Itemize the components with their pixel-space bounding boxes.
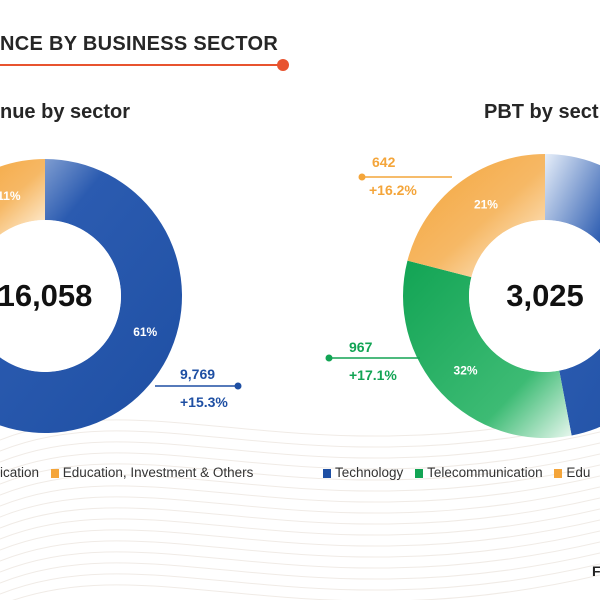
legend-item-telecommunication: ication <box>0 465 39 480</box>
pbt-education-callout-change: +16.2% <box>369 182 417 198</box>
pbt-telecom-callout-change: +17.1% <box>349 367 397 383</box>
legend-item-education: Edu <box>554 465 590 480</box>
legend-item-education: Education, Investment & Others <box>50 465 254 480</box>
pbt-total: 3,025 <box>506 278 584 313</box>
legend-swatch-telecommunication <box>415 469 424 478</box>
callout-dot <box>358 173 366 181</box>
slice-label: 11% <box>0 189 21 203</box>
pbt-telecom-callout-value: 967 <box>349 339 373 355</box>
slice-telecommunication <box>402 260 572 439</box>
slice-technology <box>0 159 182 433</box>
slice-education <box>407 154 545 278</box>
pbt-chart-title: PBT by sect <box>484 101 599 123</box>
slice-label: 61% <box>133 325 157 339</box>
slice-label: 32% <box>454 364 478 378</box>
pbt-legend: Technology Telecommunication Edu <box>323 465 598 480</box>
legend-label: Education, Investment & Others <box>62 465 254 480</box>
corner-letter: F <box>592 563 600 579</box>
revenue-technology-callout-change: +15.3% <box>180 394 228 410</box>
revenue-chart-title: nue by sector <box>0 101 131 123</box>
legend-label: ication <box>0 465 40 480</box>
slice-technology <box>545 154 600 436</box>
revenue-legend: ication Education, Investment & Others <box>0 465 261 480</box>
revenue-technology-callout-value: 9,769 <box>180 366 216 382</box>
legend-item-technology: Technology <box>323 465 403 480</box>
legend-label: Telecommunication <box>427 465 543 480</box>
callout-dot <box>325 354 333 362</box>
legend-label: Edu <box>566 465 591 480</box>
legend-swatch-technology <box>323 469 331 478</box>
title-underline-dot <box>277 59 289 71</box>
legend-swatch-education <box>554 469 563 478</box>
revenue-total: 16,058 <box>0 278 93 313</box>
section-title: NCE BY BUSINESS SECTOR <box>0 33 279 55</box>
legend-item-telecommunication: Telecommunication <box>415 465 543 480</box>
legend-swatch-education <box>50 469 59 478</box>
legend-label: Technology <box>335 465 404 480</box>
slice-label: 21% <box>474 197 498 211</box>
callout-dot <box>234 382 242 390</box>
slice-education <box>0 159 45 235</box>
pbt-education-callout-value: 642 <box>372 154 396 170</box>
title-underline <box>0 64 280 66</box>
